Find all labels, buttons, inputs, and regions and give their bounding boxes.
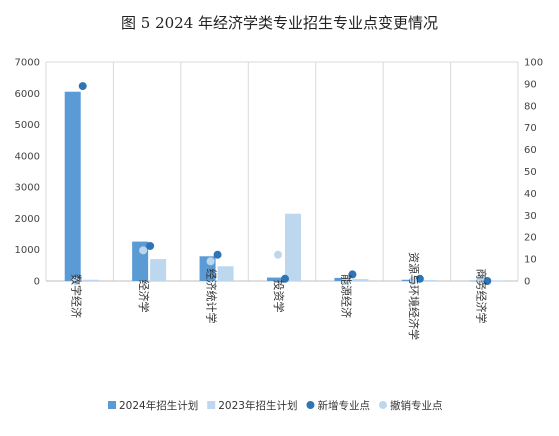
legend-swatch-3 bbox=[378, 401, 387, 409]
legend-label: 撤销专业点 bbox=[390, 399, 443, 412]
dot-2-2 bbox=[213, 250, 222, 259]
category-label: 能源经济 bbox=[339, 274, 353, 318]
bar-0-0 bbox=[64, 91, 81, 281]
left-axis-tick-label: 3000 bbox=[15, 183, 40, 194]
dot-3-3 bbox=[274, 250, 282, 259]
dot-2-1 bbox=[146, 241, 155, 250]
bar-1-6 bbox=[487, 280, 504, 281]
legend-swatch-0 bbox=[108, 401, 116, 409]
bar-1-4 bbox=[352, 279, 369, 281]
right-axis-tick-label: 100 bbox=[524, 58, 543, 69]
right-axis-tick-label: 90 bbox=[524, 79, 537, 90]
bar-1-5 bbox=[419, 280, 436, 281]
left-axis-tick-label: 0 bbox=[34, 277, 40, 288]
right-axis-tick-label: 20 bbox=[524, 233, 537, 244]
category-label: 经济学 bbox=[137, 280, 151, 313]
dot-3-4 bbox=[341, 277, 350, 285]
bar-0-3 bbox=[267, 277, 283, 281]
right-axis-tick-label: 80 bbox=[524, 101, 537, 112]
category-label: 经济统计学 bbox=[205, 269, 219, 324]
dot-2-5 bbox=[415, 274, 424, 283]
left-axis-tick-label: 2000 bbox=[15, 214, 40, 225]
left-axis-tick-label: 1000 bbox=[15, 245, 40, 256]
right-axis-tick-label: 10 bbox=[524, 255, 537, 266]
legend-label: 2023年招生计划 bbox=[218, 399, 297, 412]
dot-3-6 bbox=[476, 274, 485, 283]
dot-3-0 bbox=[71, 277, 80, 285]
category-label: 数字经济 bbox=[70, 274, 84, 318]
legend-label: 2024年招生计划 bbox=[119, 399, 198, 412]
right-axis-tick-label: 60 bbox=[524, 145, 537, 156]
category-label: 资源与环境经济学 bbox=[407, 252, 421, 340]
left-axis-tick-label: 6000 bbox=[15, 89, 40, 100]
dot-3-5 bbox=[408, 277, 417, 285]
bar-1-3 bbox=[285, 213, 301, 281]
right-axis-tick-label: 0 bbox=[524, 277, 530, 288]
bar-1-2 bbox=[217, 266, 234, 281]
left-axis-tick-label: 7000 bbox=[15, 58, 40, 69]
right-axis-tick-label: 70 bbox=[524, 123, 537, 134]
bar-1-1 bbox=[150, 259, 167, 281]
dot-3-2 bbox=[206, 257, 215, 266]
dot-2-6 bbox=[483, 277, 492, 285]
dot-2-0 bbox=[78, 82, 87, 91]
dot-2-4 bbox=[348, 270, 357, 279]
right-axis-tick-label: 50 bbox=[524, 167, 537, 178]
legend-swatch-2 bbox=[306, 401, 315, 409]
right-axis-tick-label: 30 bbox=[524, 211, 537, 222]
left-axis-tick-label: 4000 bbox=[15, 151, 40, 162]
legend-label: 新增专业点 bbox=[317, 399, 370, 412]
chart-title: 图 5 2024 年经济学类专业招生专业点变更情况 bbox=[120, 14, 439, 32]
category-label: 商务经济学 bbox=[474, 269, 488, 324]
category-label: 投资学 bbox=[272, 280, 286, 313]
bar-1-0 bbox=[82, 279, 99, 281]
legend-swatch-1 bbox=[207, 401, 216, 409]
dot-2-3 bbox=[281, 274, 289, 283]
left-axis-tick-label: 5000 bbox=[15, 120, 40, 131]
right-axis-tick-label: 40 bbox=[524, 189, 537, 200]
dot-3-1 bbox=[139, 246, 148, 255]
